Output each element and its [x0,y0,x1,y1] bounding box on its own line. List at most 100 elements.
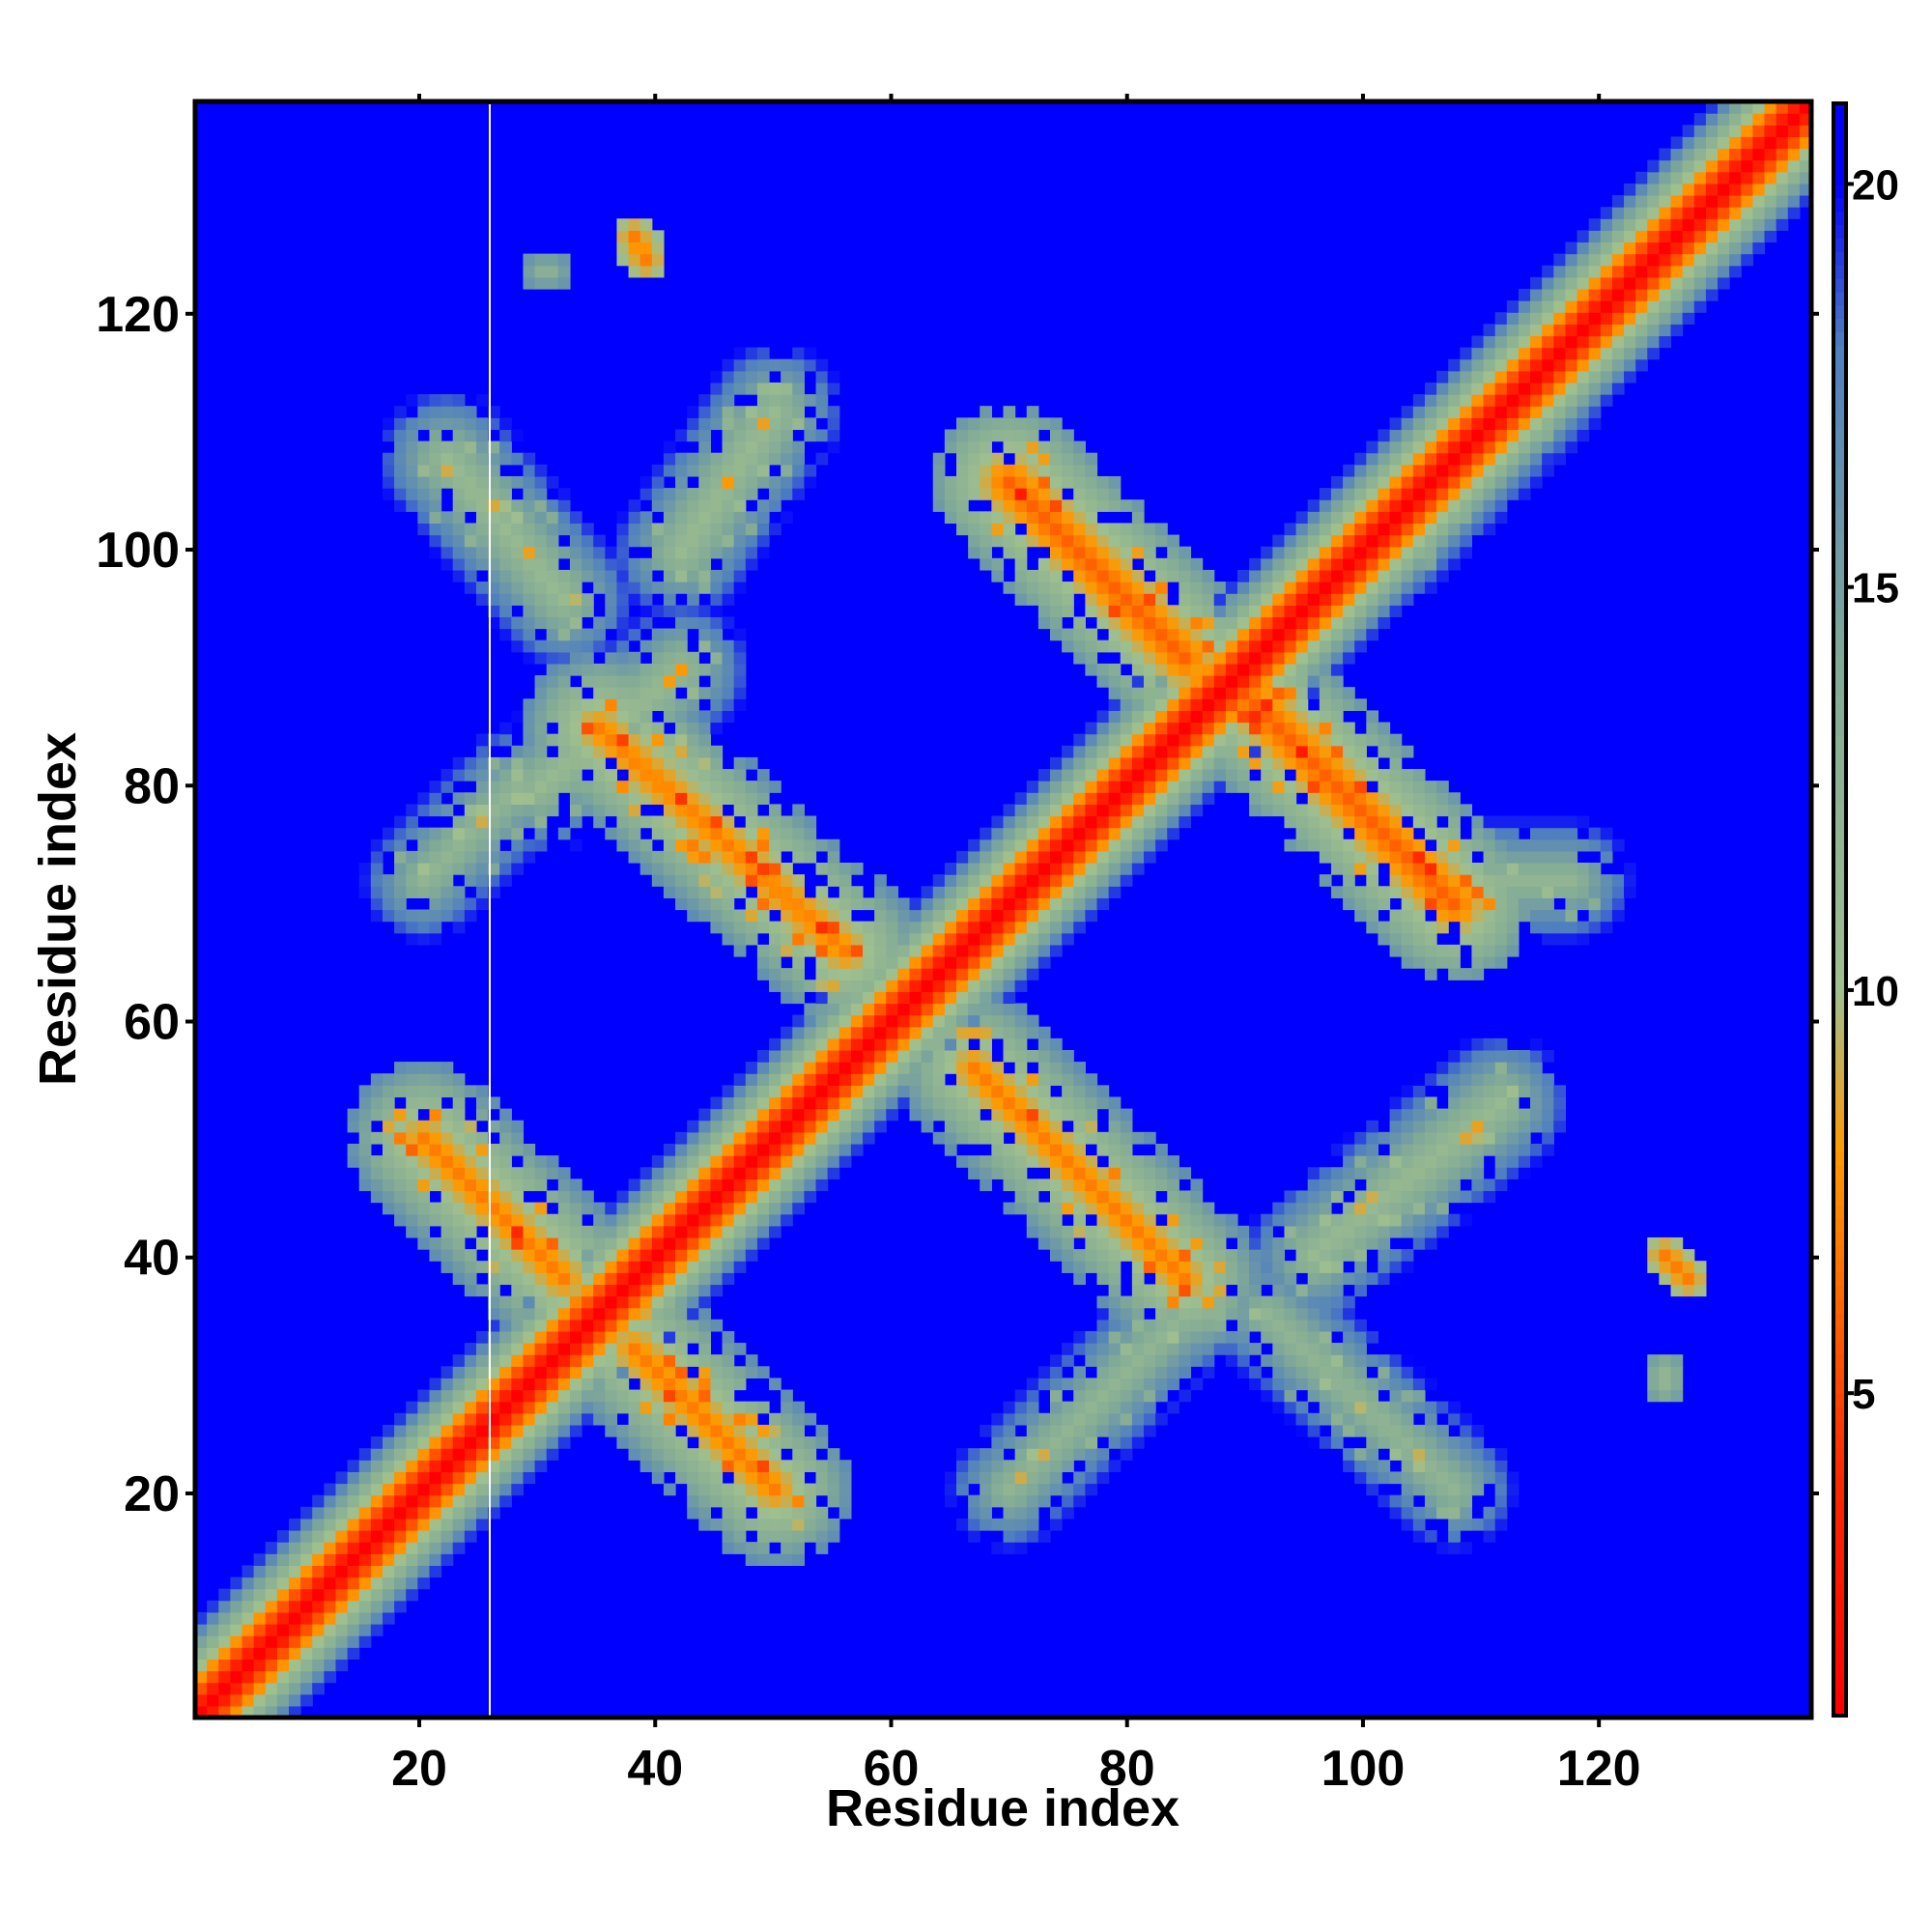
heatmap-cell [1179,1343,1192,1355]
heatmap-cell [815,1530,829,1543]
heatmap-cell [1236,781,1250,793]
heatmap-cell [628,534,641,548]
heatmap-cell [639,1354,653,1367]
heatmap-cell [1073,827,1086,840]
heatmap-cell [475,1506,489,1520]
heatmap-cell [769,1213,781,1227]
heatmap-cell [1120,639,1133,653]
heatmap-cell [358,1471,372,1485]
heatmap-cell [733,628,747,641]
heatmap-cell [523,253,536,267]
heatmap-cell [1179,815,1192,829]
heatmap-cell [394,1494,407,1508]
heatmap-cell [1155,523,1168,536]
heatmap-cell [370,1577,384,1590]
heatmap-cell [394,897,407,911]
heatmap-cell [569,756,582,770]
heatmap-cell [956,921,969,934]
heatmap-cell [722,464,735,477]
heatmap-cell [1354,756,1367,770]
heatmap-cell [534,523,548,536]
heatmap-cell [394,815,407,829]
heatmap-cell [1085,1378,1098,1391]
heatmap-cell [1049,874,1063,887]
heatmap-cell [253,1600,267,1613]
heatmap-cell [276,1600,290,1613]
heatmap-cell [358,1131,372,1145]
heatmap-cell [557,1307,571,1321]
heatmap-cell [1412,1506,1426,1520]
heatmap-cell [1448,1542,1461,1554]
heatmap-cell [1401,1155,1414,1168]
heatmap-cell [756,1448,770,1461]
heatmap-cell [1120,1436,1133,1449]
heatmap-cell [429,1412,442,1426]
heatmap-cell [1213,1272,1227,1286]
heatmap-cell [1436,874,1449,887]
heatmap-cell [1295,838,1309,852]
heatmap-cell [1003,838,1016,852]
heatmap-cell [1143,710,1156,724]
heatmap-cell [815,863,829,875]
heatmap-cell [593,1213,606,1227]
heatmap-cell [1062,511,1074,525]
heatmap-cell [593,1319,606,1332]
heatmap-cell [464,863,477,875]
heatmap-cell [1003,1530,1016,1543]
heatmap-cell [1448,955,1461,969]
heatmap-cell [593,534,606,548]
heatmap-cell [1155,1366,1168,1379]
heatmap-cell [440,1448,454,1461]
heatmap-cell [1249,569,1262,582]
heatmap-cell [452,499,466,512]
heatmap-cell [756,1108,770,1122]
heatmap-cell [1120,874,1133,887]
heatmap-cell [406,488,418,500]
heatmap-cell [1003,944,1016,957]
heatmap-cell [417,1448,431,1461]
heatmap-cell [1073,1483,1086,1496]
heatmap-cell [452,1272,466,1286]
heatmap-cell [1378,1401,1391,1414]
heatmap-cell [335,1494,349,1508]
heatmap-cell [698,1448,712,1461]
heatmap-cell [288,1542,301,1554]
heatmap-cell [991,452,1005,466]
heatmap-cell [347,1143,360,1156]
heatmap-cell [488,546,500,559]
heatmap-cell [1167,698,1179,711]
heatmap-cell [756,909,770,923]
heatmap-cell [781,980,793,992]
heatmap-cell [1179,651,1192,665]
heatmap-cell [429,1436,442,1449]
heatmap-cell [687,1190,699,1204]
heatmap-cell [733,781,747,793]
heatmap-cell [557,628,571,641]
heatmap-cell [756,838,770,852]
heatmap-cell [710,909,724,923]
heatmap-cell [370,838,384,852]
heatmap-cell [1037,1378,1051,1391]
heatmap-cell [991,980,1005,992]
heatmap-cell [499,511,512,525]
heatmap-cell [1096,874,1110,887]
heatmap-cell [1366,1120,1379,1133]
heatmap-cell [1330,1366,1344,1379]
heatmap-cell [968,452,980,466]
heatmap-cell [921,944,934,957]
heatmap-cell [1412,850,1426,864]
heatmap-cell [1295,651,1309,665]
heatmap-cell [242,1565,255,1578]
heatmap-cell [838,1003,852,1016]
heatmap-cell [1062,429,1074,442]
heatmap-cell [639,1330,653,1344]
heatmap-cell [1120,1401,1133,1414]
heatmap-cell [464,1354,477,1367]
heatmap-cell [781,1096,793,1110]
heatmap-cell [1460,1424,1473,1437]
heatmap-cell [1096,582,1110,594]
heatmap-cell [499,1202,512,1215]
heatmap-cell [406,1120,418,1133]
heatmap-cell [651,499,665,512]
heatmap-cell [756,944,770,957]
